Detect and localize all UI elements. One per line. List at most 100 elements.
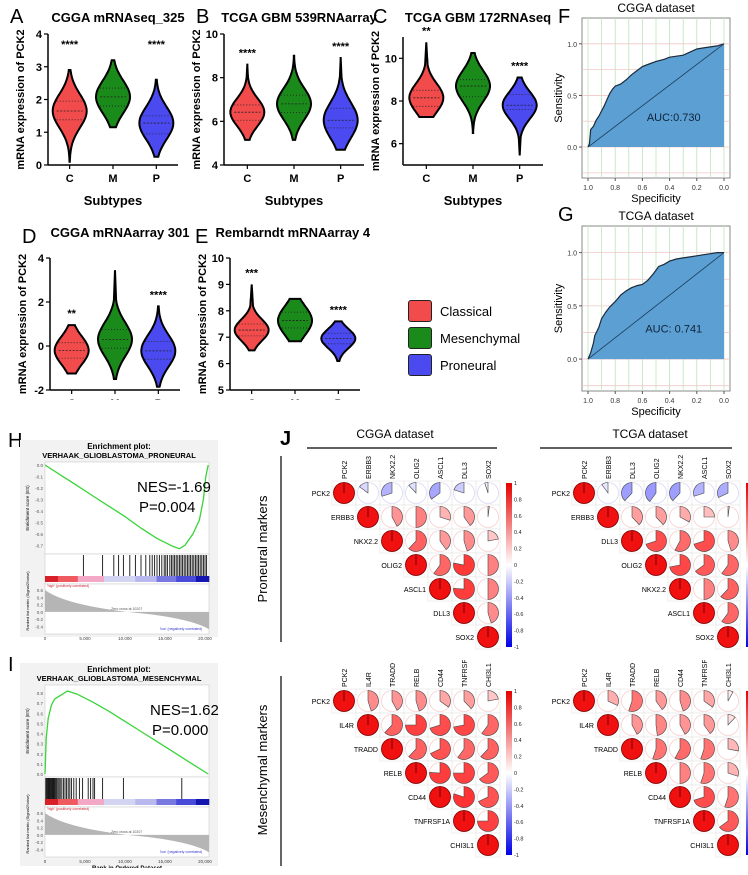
rank-tick-label: 0.4 (37, 595, 44, 600)
es-tick-label: -0.3 (35, 497, 43, 502)
ranked-list-color-bar (58, 576, 79, 582)
y-tick-label: 10 (212, 253, 224, 265)
x-tick-label: 0.0 (719, 398, 729, 405)
significance-marker: ** (422, 25, 431, 37)
row-label: TNFRSF1A (654, 819, 691, 826)
group-label-mesenchymal: Mesenchymal markers (255, 704, 270, 835)
chart-title: TCGA GBM 172RNAseq (405, 10, 551, 25)
y-tick-label: 6 (218, 359, 224, 371)
corr-pie-slice (430, 738, 451, 760)
column-label: ASCL1 (702, 457, 709, 479)
rank-tick-label: -0.4 (35, 847, 43, 852)
colorbar-tick-label: -0.8 (514, 629, 523, 635)
es-tick-label: -0.7 (35, 543, 43, 548)
es-tick-label: 0.7 (37, 701, 44, 706)
corr-pie-slice (433, 554, 451, 576)
corr-pie-slice (669, 554, 691, 576)
panel-label-h: H (8, 430, 23, 452)
corr-pie-slice (703, 714, 715, 734)
nes-value: NES=1.62 (150, 702, 219, 719)
colorbar-tick-label: 0.6 (514, 722, 522, 728)
ranked-list-color-bar (176, 799, 197, 805)
ranked-list-color-bar (104, 576, 136, 582)
colorbar-tick-label: 0.2 (514, 755, 522, 761)
row-label: TRADD (354, 747, 378, 754)
x-tick-label: 0.2 (692, 185, 702, 192)
rank-tick-label: 0.6 (37, 588, 44, 593)
rank-tick-label: -0.2 (35, 840, 43, 845)
x-tick-label: 15,000 (158, 859, 172, 864)
panel-label-e: E (195, 226, 209, 248)
x-tick-label: 0.8 (610, 185, 620, 192)
x-tick-label: C (243, 173, 251, 185)
x-tick-label: 5,000 (79, 859, 91, 864)
row-label: SOX2 (695, 635, 714, 642)
colorbar (746, 691, 748, 855)
x-tick-label: 0.6 (638, 185, 648, 192)
x-axis-label: Subtypes (84, 193, 143, 208)
colorbar-tick-label: -0.6 (514, 820, 523, 826)
y-tick-label: 0.5 (567, 93, 577, 100)
corr-pie-slice (478, 786, 499, 808)
nes-value: NES=-1.69 (137, 479, 211, 496)
panel-label-d: D (22, 226, 37, 248)
row-label: ERBB3 (571, 515, 594, 522)
row-label: CD44 (648, 795, 666, 802)
violin-mesenchymal (94, 59, 132, 129)
x-tick-label: P (335, 398, 342, 400)
corr-pie-slice (477, 810, 499, 832)
violin-chart-a: CGGA mRNAseq_325 mRNA expression of PCK2 0… (15, 10, 185, 208)
colorbar-tick-label: 0.4 (514, 530, 522, 536)
enrichment-profile-line (44, 690, 209, 775)
subtype-legend: Classical Mesenchymal Proneural (408, 300, 538, 390)
y-tick-label: 5 (218, 385, 224, 397)
x-tick-label: M (468, 173, 477, 185)
ranked-list-color-bar (195, 576, 210, 582)
y-axis-label: mRNA expression of PCK2 (370, 31, 382, 171)
colorbar-tick-label: 0.6 (514, 514, 522, 520)
row-label: ERBB3 (331, 515, 354, 522)
colorbar (506, 483, 512, 647)
colorbar-tick-label: 1 (514, 689, 517, 695)
y-tick-label: 4 (36, 29, 43, 41)
roc-chart-f: CGGA dataset AUC:0.730 0.0 0.5 1.0 1.0 0.8 0.6 0… (553, 1, 731, 205)
corr-pie-slice (479, 762, 499, 784)
ranked-list-color-bar (156, 799, 177, 805)
y-axis-label: mRNA expression of PCK2 (15, 29, 27, 169)
es-tick-label: 0.8 (37, 691, 44, 696)
colorbar-tick-label: 0.4 (514, 738, 522, 744)
zero-cross-label: Zero cross at 10207 (111, 830, 142, 834)
corr-pie-slice (717, 482, 729, 498)
x-tick-label: 0.2 (692, 398, 702, 405)
rank-tick-label: 0.2 (37, 603, 44, 608)
row-label: PCK2 (552, 699, 570, 706)
x-tick-label: M (290, 398, 299, 400)
corr-pie-slice (727, 506, 730, 518)
row-label: PCK2 (312, 699, 330, 706)
y-axis-label: mRNA expression of PCK2 (197, 254, 209, 394)
high-correlated-label: 'high' (positively correlated) (47, 807, 89, 811)
corr-pie-slice (703, 506, 715, 518)
panel-label-a: A (10, 6, 24, 28)
column-label: PCK2 (582, 669, 589, 687)
corr-pie-slice (487, 602, 499, 624)
corr-pie-slice (480, 738, 499, 760)
corr-pie-slice (721, 602, 739, 624)
colorbar-tick-label: -1 (514, 645, 519, 651)
ranked-list-color-bar (77, 799, 105, 805)
es-tick-label: 0.3 (37, 742, 44, 747)
y-tick-label: 0 (38, 341, 44, 353)
roc-curve (587, 43, 725, 148)
ranked-list-color-bar (135, 799, 157, 805)
corr-pie-slice (384, 714, 403, 736)
colorbar-tick-label: 0 (514, 563, 517, 569)
panel-label-c: C (373, 6, 388, 28)
colorbar-tick-label: -0.4 (514, 596, 523, 602)
row-label: IL4R (339, 723, 354, 730)
x-axis-label: Subtypes (444, 193, 503, 208)
y-tick-label: 4 (38, 253, 45, 265)
column-label: OLIG2 (414, 458, 421, 479)
ranked-list-color-bar (195, 799, 210, 805)
auc-label: AUC: 0.741 (645, 323, 702, 335)
corr-pie-slice (693, 482, 705, 497)
